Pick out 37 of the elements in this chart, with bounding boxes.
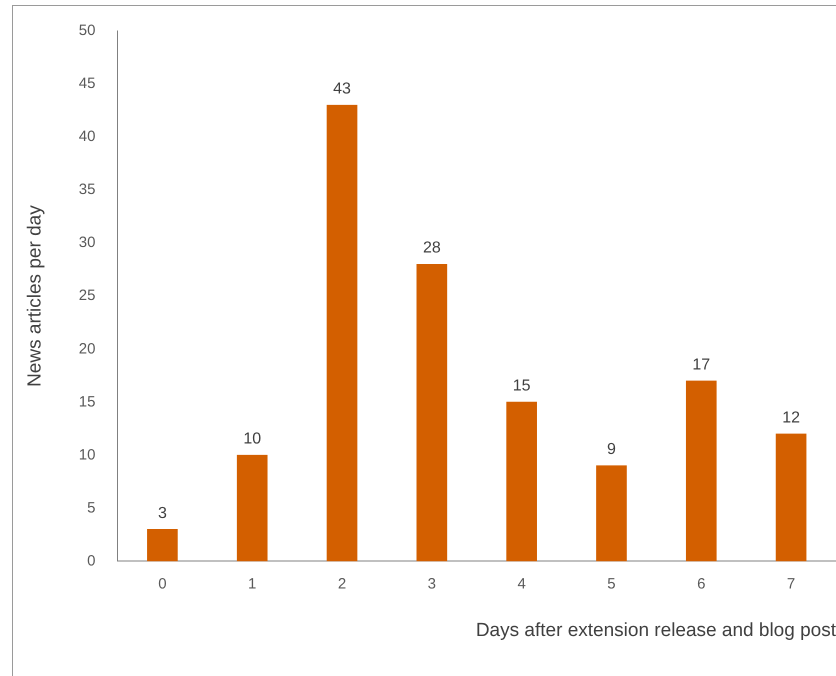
x-tick-label: 7 xyxy=(786,575,796,592)
bar xyxy=(416,264,448,562)
x-tick-label: 5 xyxy=(607,575,616,592)
y-tick-label: 5 xyxy=(87,499,96,516)
x-axis-title: Days after extension release and blog post xyxy=(476,620,836,641)
data-label: 9 xyxy=(607,441,616,458)
y-tick-label: 40 xyxy=(78,128,96,146)
x-tick-label: 2 xyxy=(338,575,346,592)
x-tick-label: 0 xyxy=(158,575,167,592)
y-tick-label: 50 xyxy=(78,22,96,40)
bar xyxy=(147,529,178,562)
x-tick-label: 1 xyxy=(248,575,256,592)
x-tick-label: 4 xyxy=(517,575,526,592)
y-tick-label: 30 xyxy=(78,234,96,252)
bar xyxy=(236,454,268,562)
data-label: 28 xyxy=(422,240,441,257)
y-tick-label: 0 xyxy=(87,552,96,570)
data-label: 43 xyxy=(333,80,352,98)
y-tick-label: 25 xyxy=(78,287,96,304)
data-label: 10 xyxy=(243,430,262,448)
x-tick-label: 6 xyxy=(697,575,706,592)
x-tick-label: 3 xyxy=(428,575,436,592)
bar xyxy=(326,104,358,562)
data-label: 15 xyxy=(512,378,531,395)
y-tick-label: 15 xyxy=(78,393,96,410)
y-tick-label: 35 xyxy=(78,181,96,198)
data-label: 3 xyxy=(158,504,167,522)
y-tick-label: 45 xyxy=(78,75,96,92)
bar xyxy=(506,402,537,562)
data-label: 17 xyxy=(692,356,710,374)
y-axis-title: News articles per day xyxy=(24,204,46,387)
y-tick-label: 20 xyxy=(78,340,96,358)
bar xyxy=(686,380,717,562)
bar xyxy=(596,465,627,562)
y-tick-label: 10 xyxy=(78,446,96,464)
bar xyxy=(776,434,806,562)
data-label: 12 xyxy=(782,409,800,426)
